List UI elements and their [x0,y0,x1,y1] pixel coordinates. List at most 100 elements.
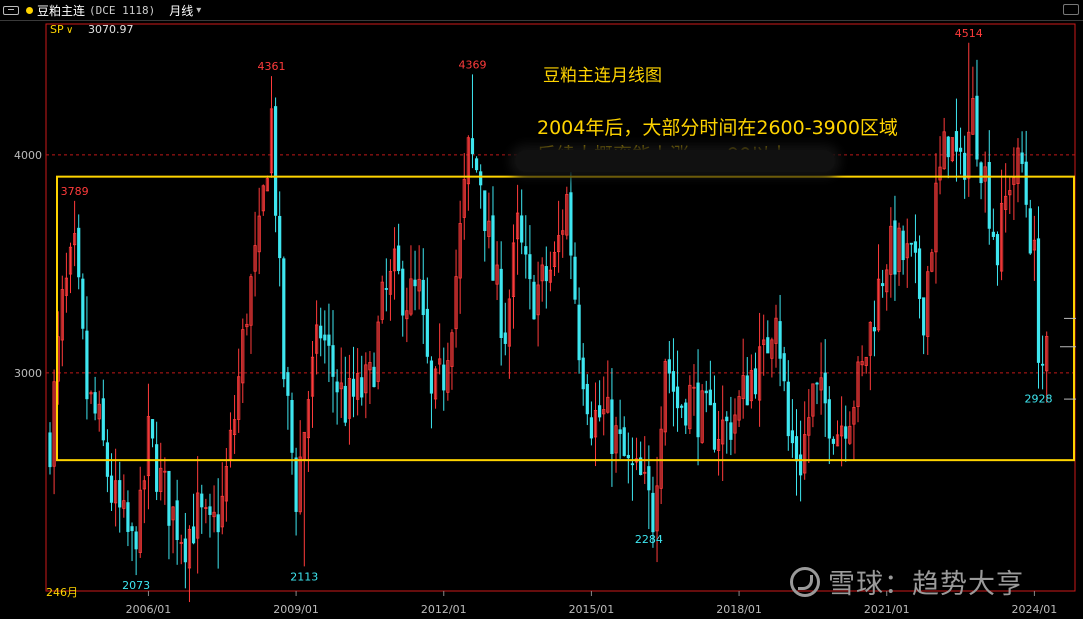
candle-body [840,425,844,437]
x-tick-label: 2018/01 [716,603,762,616]
candle-body [749,370,753,402]
price-label: 2113 [290,570,318,583]
candle-body [930,252,934,272]
candle-body [273,106,278,216]
candle-body [729,422,733,440]
candle-body [561,230,565,235]
candle-body [999,202,1004,272]
candle-body [191,526,196,544]
candle-body [450,332,454,367]
candle-body [823,372,827,404]
candle-body [983,166,987,182]
x-tick-label: 2006/01 [126,603,172,616]
candle-body [827,399,831,439]
price-label: 2284 [635,533,663,546]
candle-body [798,454,803,476]
candle-body [306,399,311,439]
candle-body [868,321,872,356]
candle-body [511,242,516,297]
candle-body [741,375,745,400]
candle-body [852,406,856,425]
watermark-text: 雪球：趋势大亨 [828,569,1024,600]
candle-body [577,304,581,361]
candle-body [520,215,524,243]
candle-body [712,402,717,450]
candle-body [425,308,429,357]
candle-body [630,463,635,466]
candles [48,42,1049,603]
candle-body [1045,336,1049,372]
x-axis: 2006/01 2009/01 2012/01 2015/01 2018/01 2021/… [126,591,1057,616]
indicator-caret-icon[interactable]: ∨ [66,25,73,36]
candle-body [495,264,499,285]
candle-body [282,258,286,380]
candle-body [757,346,762,401]
candle-body [926,271,930,337]
candle-body [979,162,983,184]
candle-body [540,264,544,282]
candle-body [753,368,758,395]
candle-body [782,353,786,382]
candle-body [881,283,885,287]
candle-body [958,147,963,152]
candle-body [81,278,85,329]
candle-body [397,245,401,271]
annotation-line-1: 2004年后，大部分时间在2600-3900区域 [537,117,898,139]
candle-body [643,471,647,474]
x-tick-label: 2012/01 [421,603,467,616]
price-chart: 3000 4000 2006/01 2009/01 2012/01 2015/01 201… [14,23,1076,616]
window-icon[interactable] [1063,4,1079,15]
candle-body [774,317,778,344]
candle-body [278,215,282,259]
candle-body [356,373,360,400]
candle-body [179,542,183,544]
candle-body [1016,147,1020,184]
y-tick-label: 3000 [14,367,42,380]
candle-body [987,162,991,229]
candle-body [241,329,245,384]
candle-body [208,506,212,515]
candle-body [626,454,630,459]
period-selector[interactable]: 月线 [169,3,194,18]
candle-body [503,332,507,344]
candle-body [639,457,643,475]
candle-body [101,398,105,441]
candle-body [331,345,335,377]
candle-body [85,330,89,400]
link-icon[interactable] [3,5,19,15]
candle-body [265,178,269,192]
candle-body [946,136,950,158]
xueqiu-logo-icon [790,566,820,597]
price-label: 2073 [122,579,150,592]
candle-body [1020,152,1024,164]
status-dot-icon [26,6,33,14]
candle-body [93,392,97,414]
instrument-title[interactable]: 豆粕主连 [37,3,86,18]
candle-body [864,356,868,366]
candle-body [598,405,602,418]
candle-body [499,268,503,339]
candle-body [835,434,840,447]
chevron-down-icon[interactable]: ▾ [196,4,202,16]
instrument-code: (DCE 1118) [89,3,156,17]
candle-body [856,361,860,408]
candle-body [319,325,323,339]
candle-body [171,506,175,521]
candle-body [462,179,466,218]
candle-body [351,378,356,397]
candle-body [142,480,146,490]
candle-body [614,425,618,454]
candle-body [261,185,265,212]
candle-body [954,131,959,152]
candle-body [995,234,1000,266]
candle-body [913,241,918,253]
indicator-label[interactable]: SP [50,23,64,36]
candle-body [220,495,224,528]
y-tick-label: 4000 [14,149,42,162]
candle-body [819,377,823,391]
candle-body [659,428,663,489]
candle-body [200,493,204,508]
candle-body [708,389,712,406]
candle-body [327,334,331,346]
candle-body [89,392,93,395]
